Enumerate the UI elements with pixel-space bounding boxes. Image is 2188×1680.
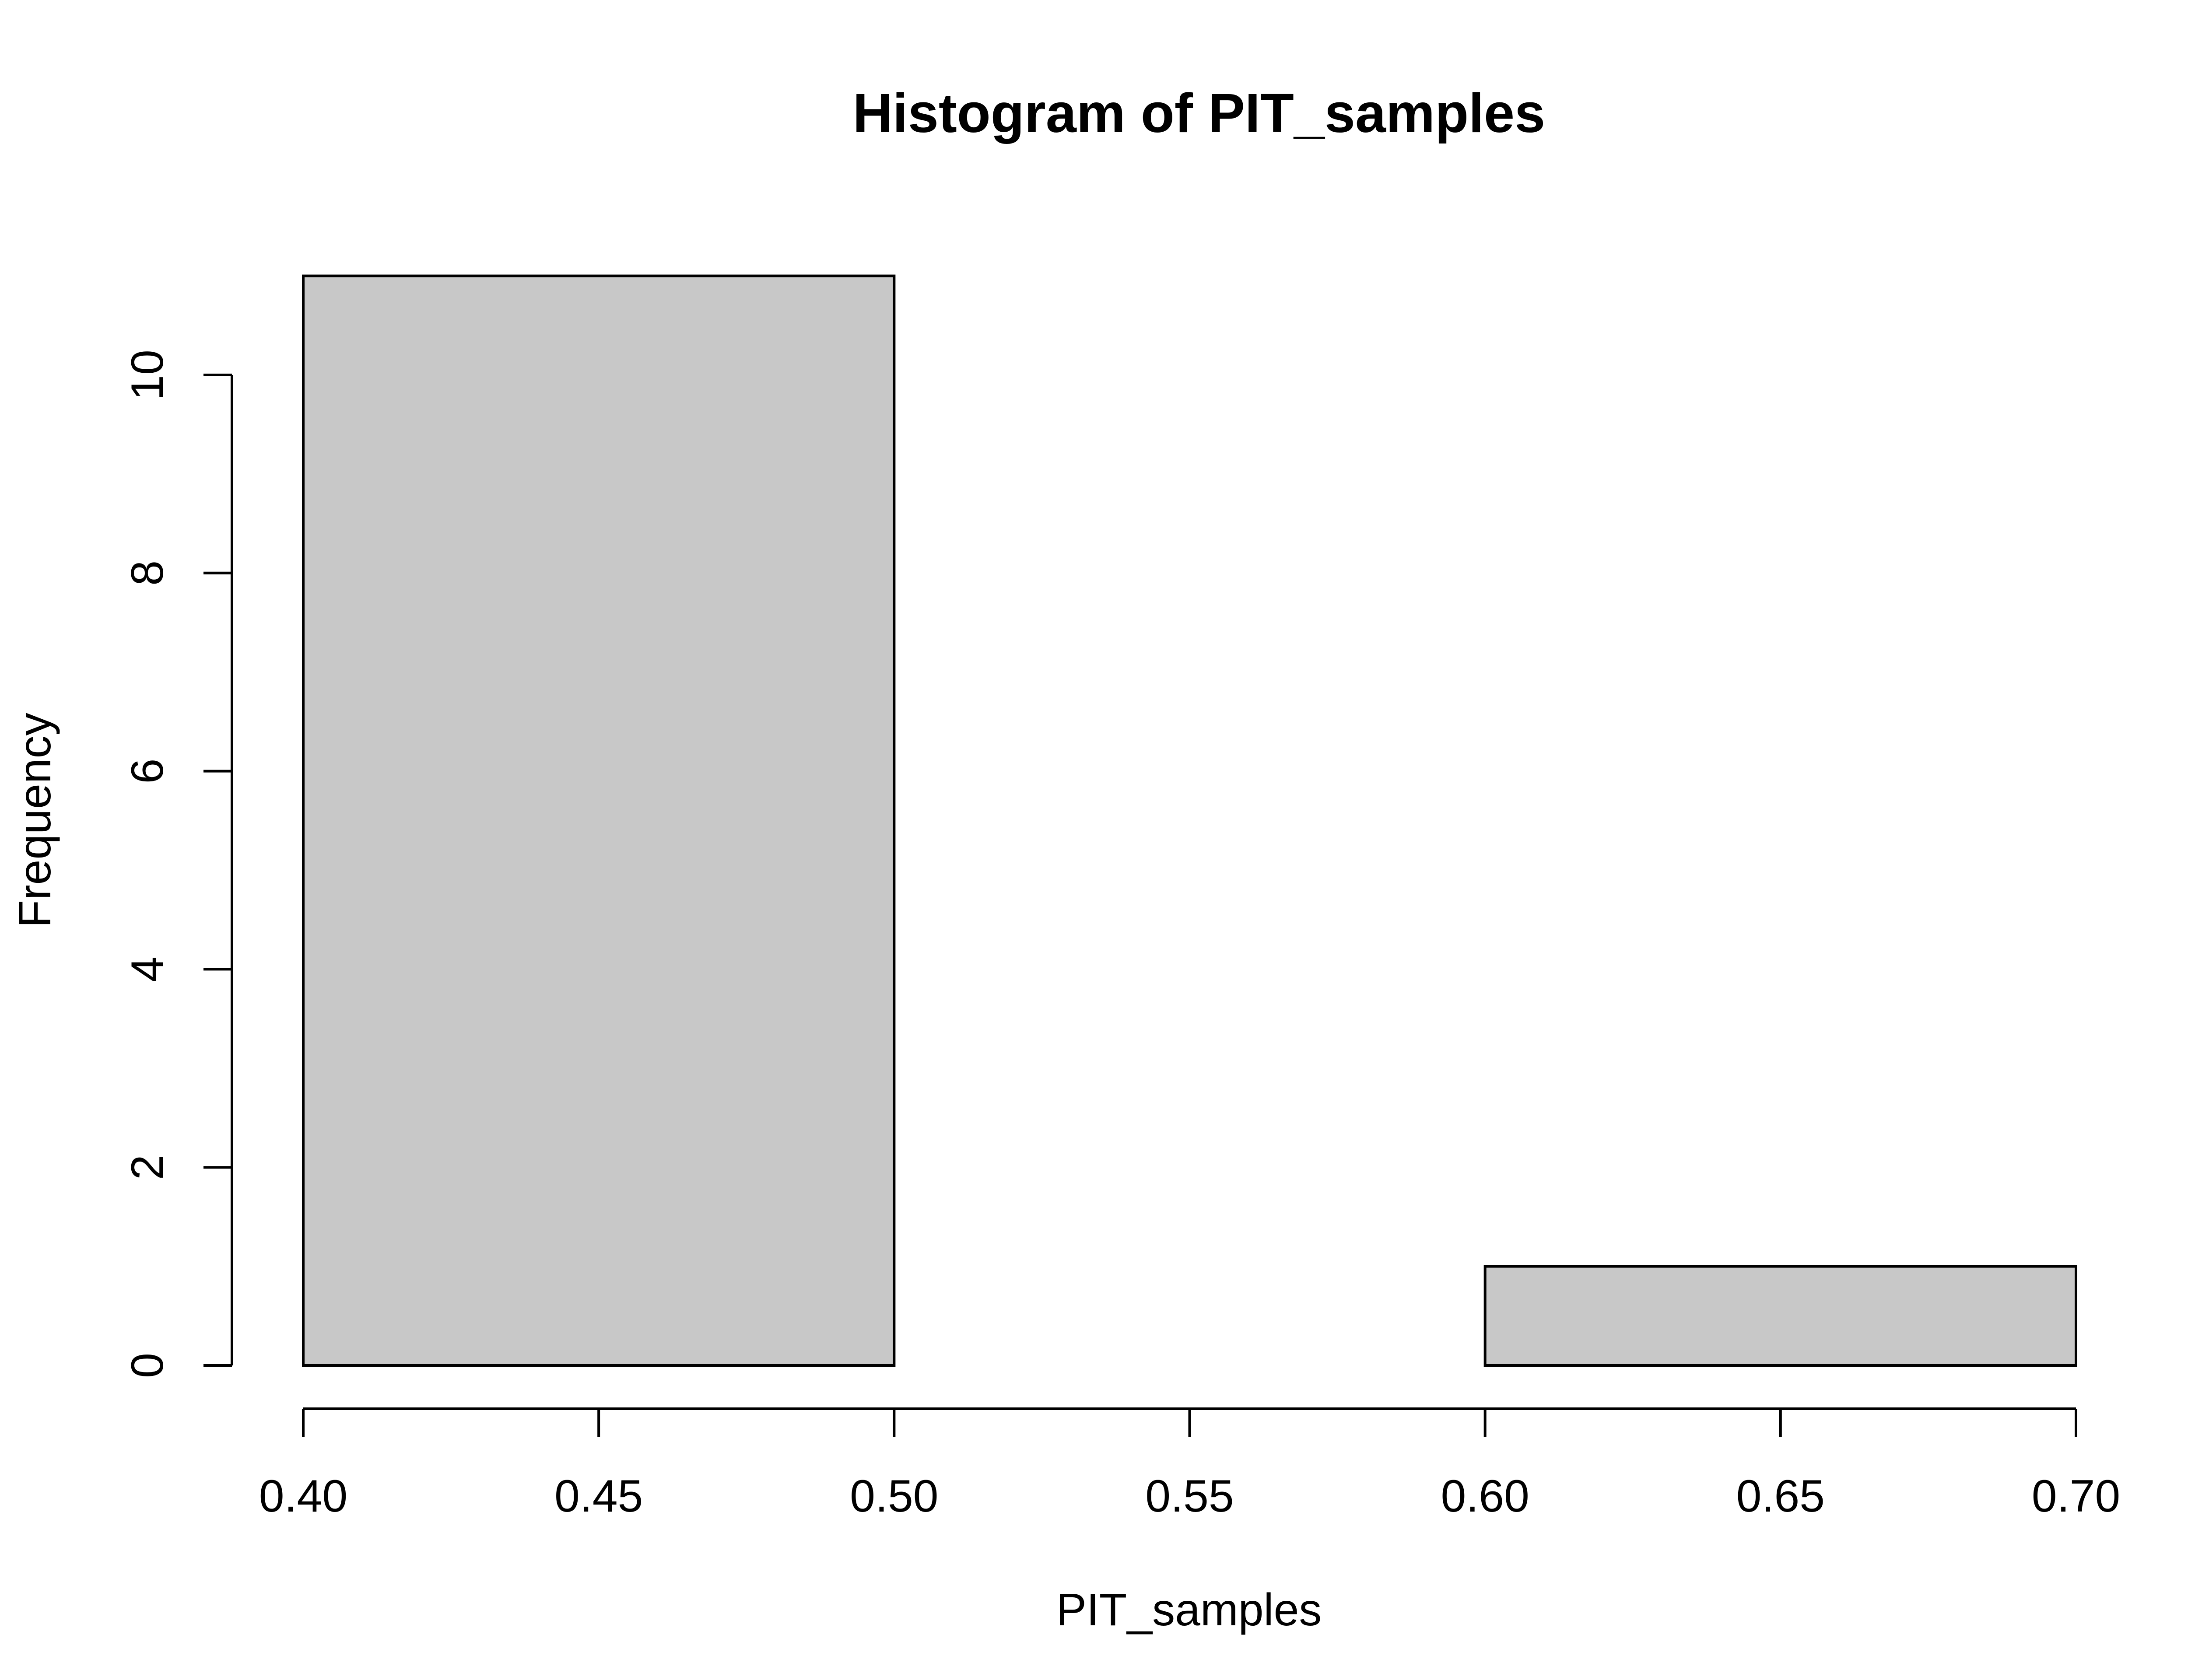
x-axis: 0.40 0.45 0.50 0.55 0.60 0.65 0.70 — [259, 1407, 2120, 1522]
x-tick-label-2: 0.50 — [850, 1471, 938, 1522]
x-tick-label-4: 0.60 — [1441, 1471, 1529, 1522]
bars-layer — [302, 274, 2078, 1367]
y-tick-label-1: 2 — [122, 1155, 173, 1180]
x-tick-label-1: 0.45 — [554, 1471, 643, 1522]
y-tick-label-0: 0 — [122, 1353, 173, 1378]
y-tick-label-4: 8 — [122, 560, 173, 586]
x-tick-label-6: 0.70 — [2032, 1471, 2120, 1522]
y-tick-label-3: 6 — [122, 759, 173, 784]
histogram-bar-2 — [1483, 1265, 2078, 1367]
y-tick-label-5: 10 — [122, 350, 173, 400]
x-tick-label-3: 0.55 — [1145, 1471, 1234, 1522]
histogram-bar-0 — [302, 274, 896, 1367]
y-tick-label-2: 4 — [122, 956, 173, 982]
x-axis-label: PIT_samples — [1056, 1585, 1322, 1635]
y-axis: 0 2 4 6 8 10 — [122, 350, 233, 1378]
x-tick-label-5: 0.65 — [1736, 1471, 1825, 1522]
y-axis-label: Frequency — [10, 713, 60, 928]
x-tick-label-0: 0.40 — [259, 1471, 347, 1522]
chart-title: Histogram of PIT_samples — [853, 82, 1545, 144]
